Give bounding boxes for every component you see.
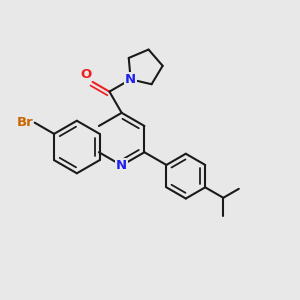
Text: Br: Br: [16, 116, 33, 129]
Text: N: N: [125, 73, 136, 86]
Text: O: O: [80, 68, 92, 81]
Text: N: N: [116, 159, 127, 172]
